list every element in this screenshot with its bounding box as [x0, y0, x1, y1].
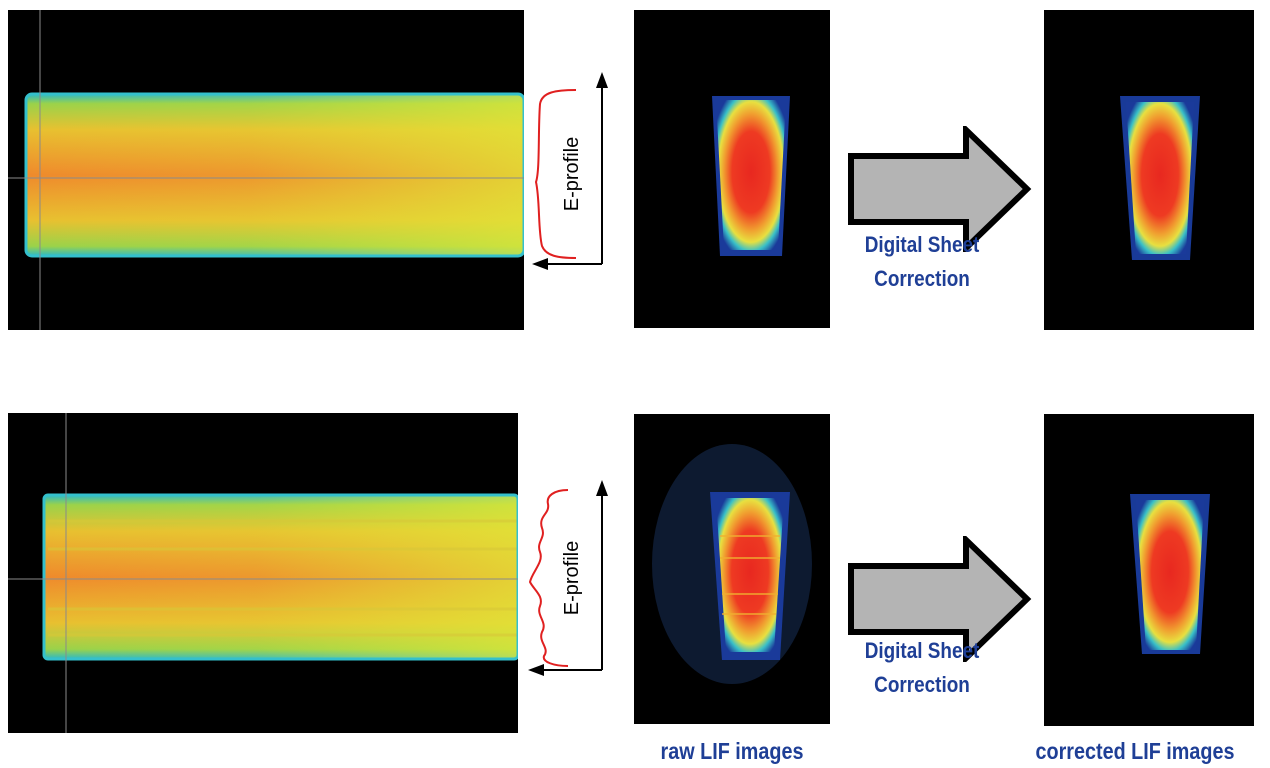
correction-line-2: Correction — [874, 266, 970, 291]
correction-arrow-top — [848, 126, 1032, 252]
raw-lif-front-image-top — [634, 10, 830, 328]
raw-lif-images-caption: raw LIF images — [660, 738, 804, 764]
e-profile-label: E-profile — [561, 541, 583, 615]
correction-line-2: Correction — [874, 672, 970, 697]
e-profile-indicator-top: E-profile — [532, 72, 608, 270]
corrected-lif-front-image-top — [1044, 10, 1254, 330]
correction-arrow-bottom — [848, 536, 1032, 662]
side-view-lif-image-top — [8, 10, 524, 330]
corrected-lif-front-image-bottom — [1044, 414, 1254, 726]
correction-line-1: Digital Sheet — [864, 232, 980, 257]
e-profile-indicator-bottom: E-profile — [528, 480, 608, 676]
raw-lif-front-image-bottom — [634, 414, 830, 724]
side-view-lif-image-bottom — [8, 413, 518, 733]
digital-sheet-correction-label-top: Digital Sheet Correction — [827, 228, 1016, 296]
correction-line-1: Digital Sheet — [864, 638, 980, 663]
digital-sheet-correction-label-bottom: Digital Sheet Correction — [827, 634, 1016, 702]
corrected-lif-images-caption: corrected LIF images — [1035, 738, 1235, 764]
e-profile-label: E-profile — [561, 137, 583, 211]
